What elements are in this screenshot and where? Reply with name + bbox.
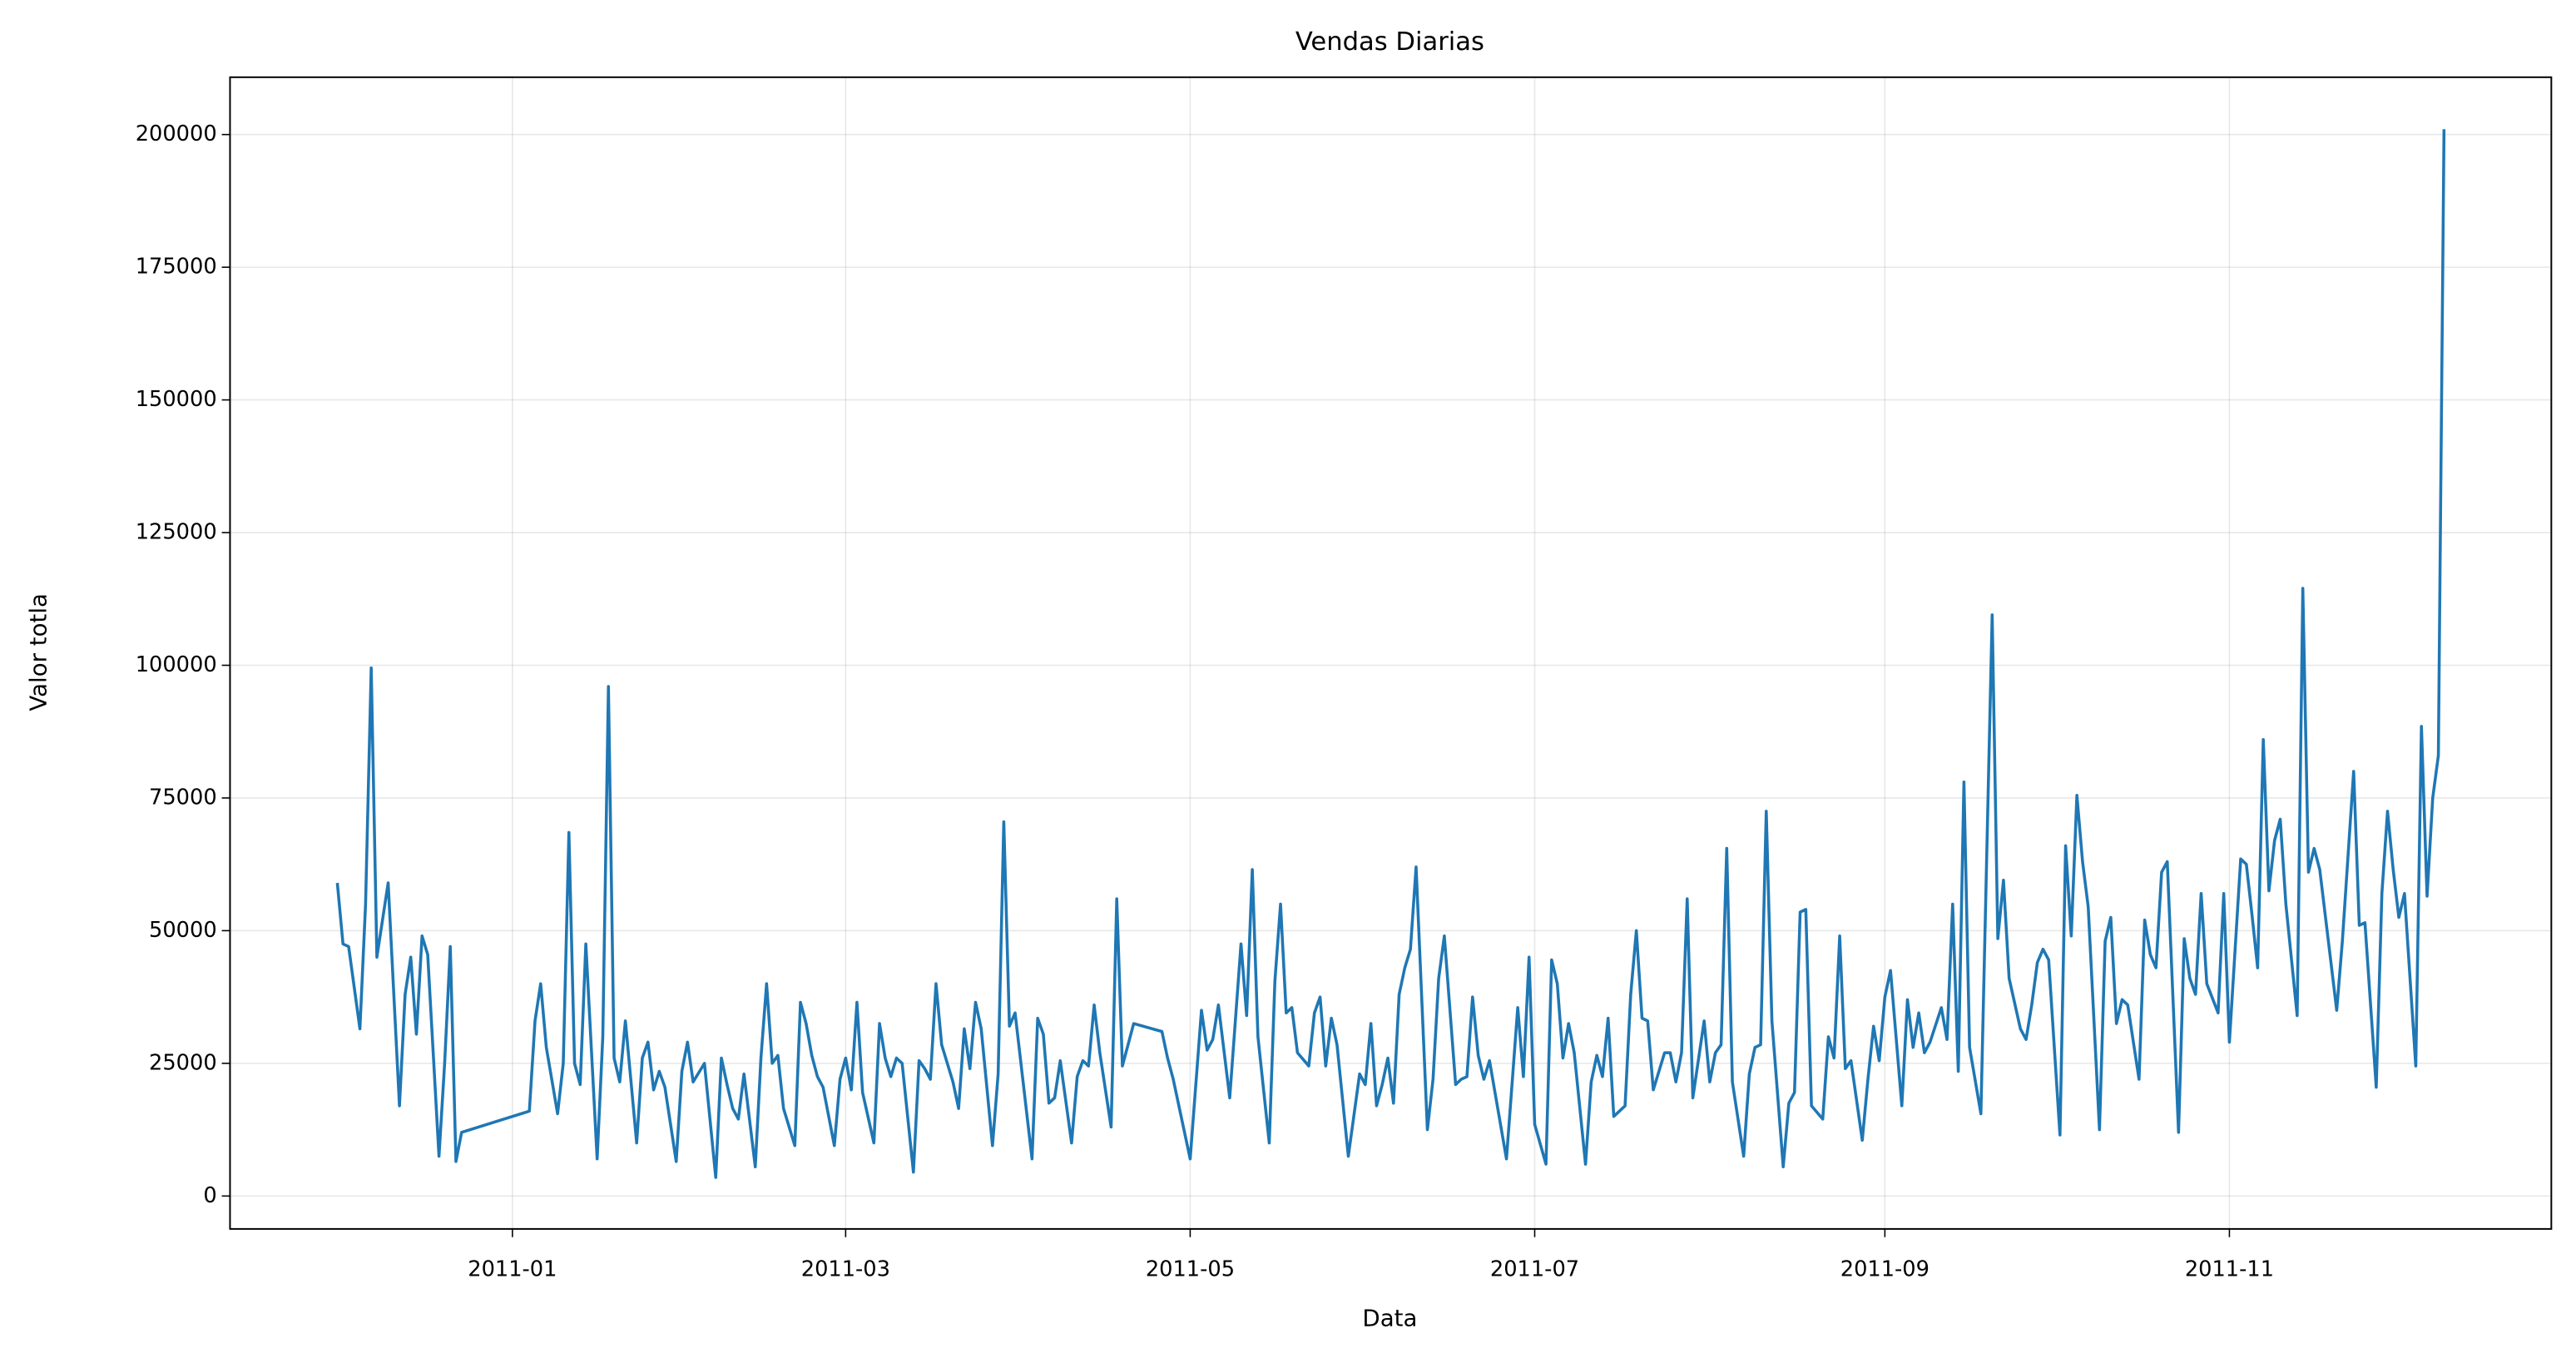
y-tick-label: 150000 <box>136 387 217 412</box>
y-tick-label: 25000 <box>149 1050 217 1075</box>
x-axis-label: Data <box>1362 1304 1417 1331</box>
y-axis-label: Valor totla <box>24 593 52 711</box>
y-tick-label: 125000 <box>136 520 217 545</box>
y-tick-label: 200000 <box>136 121 217 146</box>
plot-frame <box>229 76 2553 1230</box>
y-tick-label: 75000 <box>149 785 217 810</box>
x-tick-label: 2011-11 <box>2185 1257 2274 1282</box>
x-tick-label: 2011-03 <box>801 1257 890 1282</box>
x-tick-label: 2011-05 <box>1146 1257 1235 1282</box>
y-tick-label: 0 <box>203 1183 216 1208</box>
y-tick-label: 175000 <box>136 255 217 280</box>
y-tick-label: 100000 <box>136 652 217 677</box>
x-tick-label: 2011-09 <box>1840 1257 1930 1282</box>
x-tick-label: 2011-01 <box>468 1257 557 1282</box>
line-series <box>335 129 2446 1179</box>
x-tick-label: 2011-07 <box>1490 1257 1579 1282</box>
chart-title: Vendas Diarias <box>1295 27 1484 57</box>
y-tick-label: 50000 <box>149 918 217 943</box>
